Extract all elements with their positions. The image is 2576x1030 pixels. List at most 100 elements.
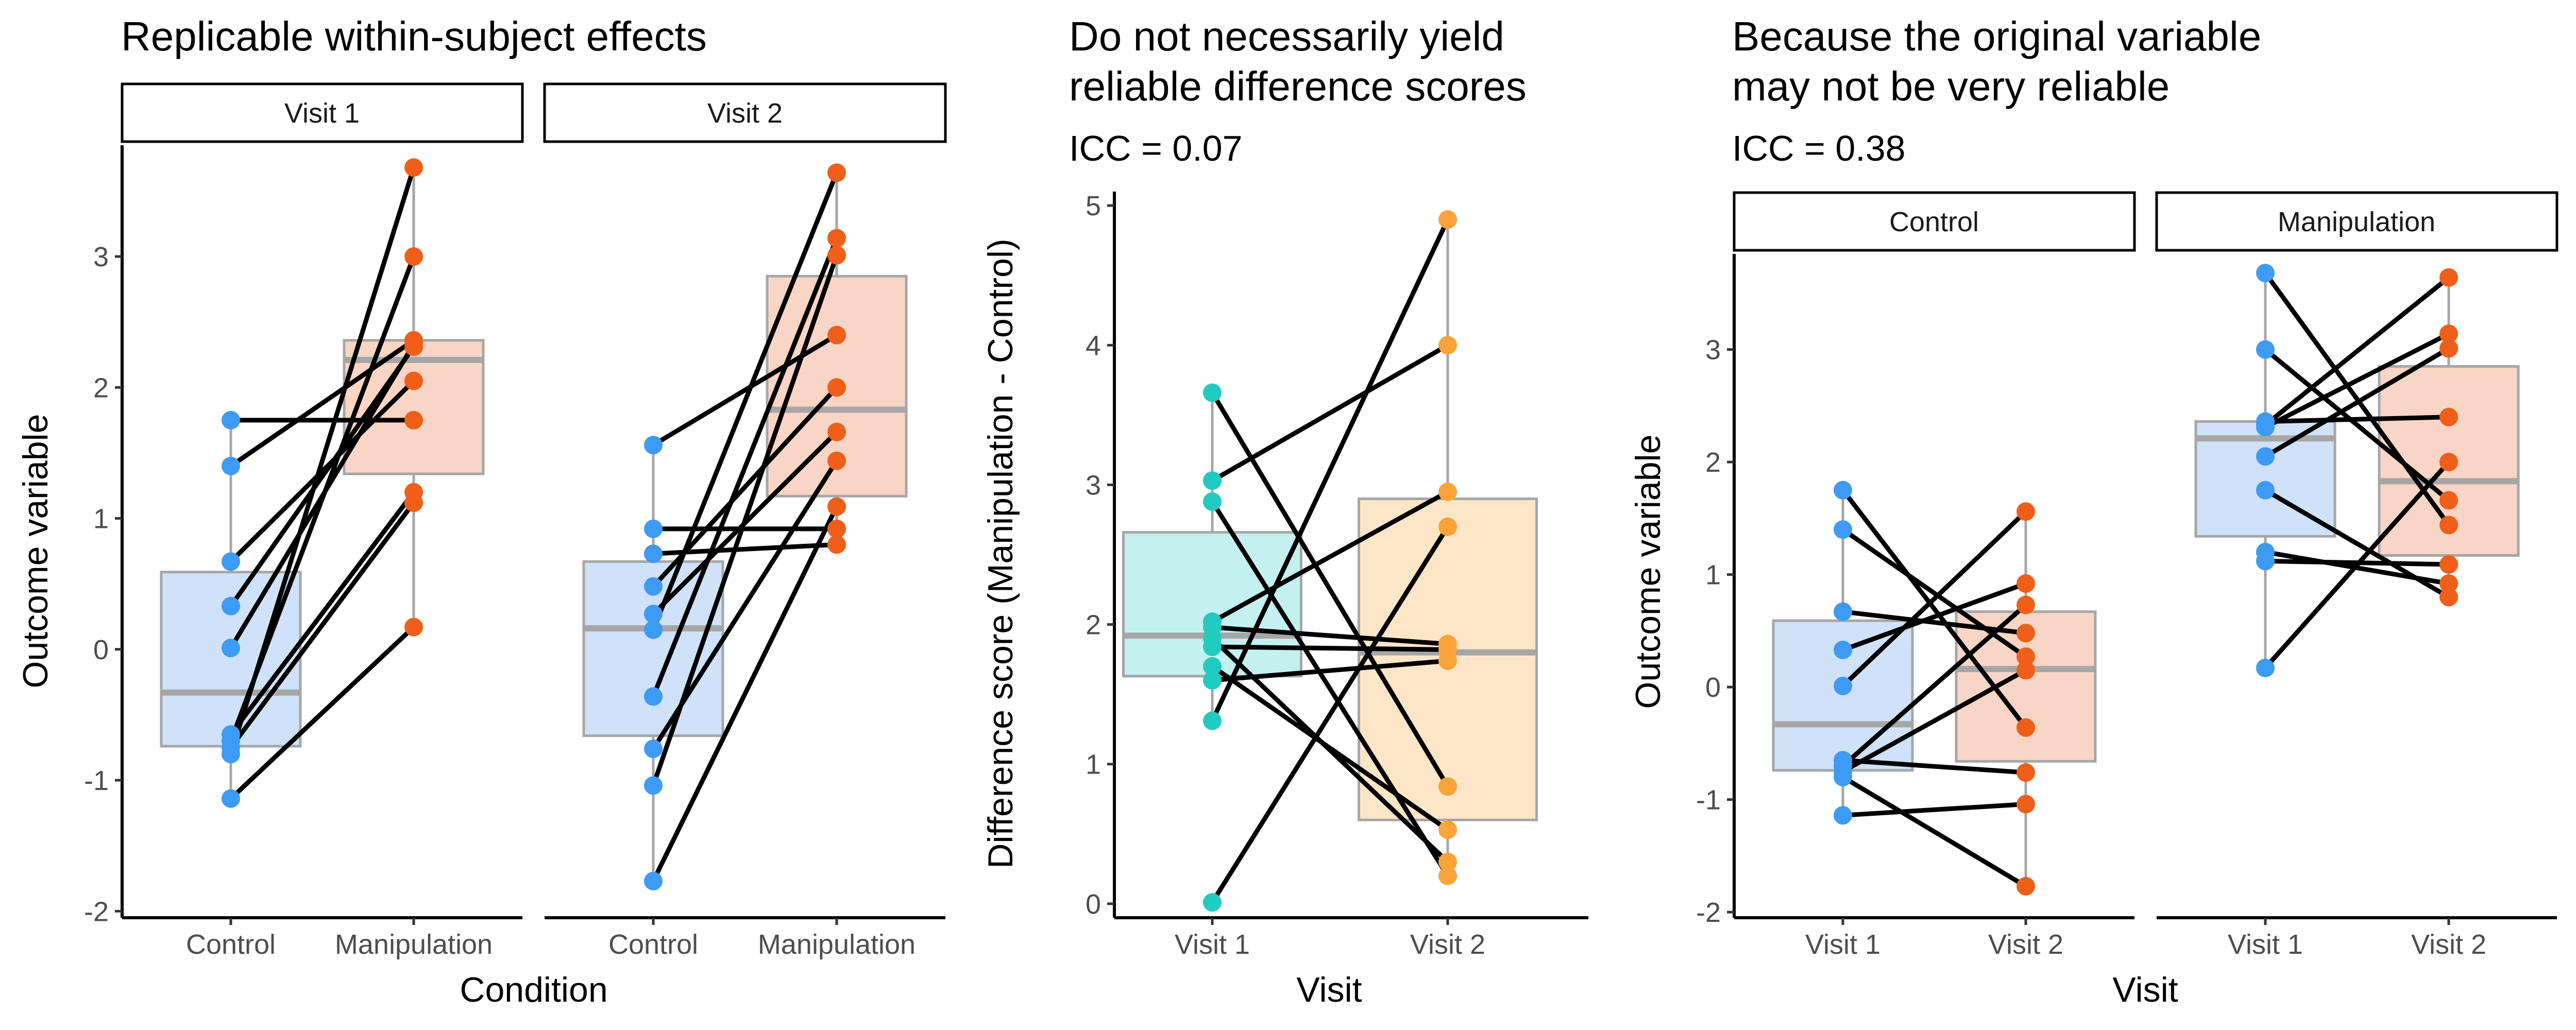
panel-a-visit-2-subject-line: [651, 170, 839, 632]
panel-c-manipulation-visit-1-point: [2256, 480, 2275, 500]
panel-c-manipulation-visit-2-point: [2439, 491, 2458, 510]
panel-b-x-tick-label: Visit 1: [1175, 929, 1250, 960]
panel-c-control-visit-2-point: [2016, 574, 2035, 593]
panel-a-visit-2-subject-line: [651, 542, 839, 556]
panel-c-manipulation-subject-line: [2263, 331, 2451, 430]
strip-label-manipulation: Manipulation: [2278, 207, 2435, 237]
panel-c-control-visit-2-point: [2016, 718, 2035, 737]
panel-a-visit-2-control-point: [644, 776, 663, 795]
panel-c-control-visit-2-point: [2016, 877, 2035, 896]
panel-c-y-tick-label: 3: [1705, 335, 1721, 366]
panel-c-control-visit-2-point: [2016, 763, 2035, 782]
panel-c-manipulation-visit-1-point: [2256, 552, 2275, 571]
panel-a-visit-1-manipulation-point: [404, 158, 423, 177]
panel-b-subject-line: [1210, 644, 1450, 652]
panel-c-manipulation-subject-line: [2263, 415, 2451, 424]
panel-a-visit-1-control-point: [222, 410, 240, 430]
panel-c-control-x-tick-label: Visit 2: [1988, 929, 2063, 960]
panel-c-manipulation-visit-2-point: [2439, 588, 2458, 607]
panel-a-visit-2-control-point: [644, 544, 663, 563]
panel-c-manipulation-subject-line: [2263, 459, 2451, 671]
panel-b-visit-1-box: [1122, 531, 1302, 678]
panel-b-y-tick-label: 5: [1086, 191, 1101, 221]
panel-a-y-tick-label: 1: [93, 504, 109, 535]
panel-c-control-visit-1-point: [1834, 806, 1852, 825]
panel-c-manipulation-subject-line: [2263, 347, 2451, 503]
panel-b-visit-2-point: [1438, 866, 1457, 885]
panel-a-visit-2-manipulation-point: [827, 378, 846, 397]
strip-visit-1: [121, 82, 524, 143]
panel-a-visit-2-control-point: [644, 620, 663, 639]
panel-a-visit-2-control-point: [644, 740, 663, 759]
strip-label-visit-2: Visit 2: [707, 98, 783, 129]
panel-a-visit-1-control-point: [222, 552, 240, 571]
panel-a-plot: -2 -1 0 1 2 3 Control Manipulation Control Manipu…: [84, 145, 945, 960]
panel-b-subject-line: [1210, 489, 1450, 624]
panel-b-y-tick-label: 1: [1086, 749, 1101, 780]
panel-c-manipulation-visit-2-point: [2439, 324, 2458, 344]
panel-c-manipulation-visit-1-point: [2256, 447, 2275, 466]
strip-label-visit-1: Visit 1: [284, 98, 360, 129]
panel-b-visit-1-point: [1203, 492, 1222, 511]
panel-c-manipulation-visit-2-point: [2439, 453, 2458, 472]
panel-a-visit-2-manipulation-point: [827, 535, 846, 554]
panel-a-visit-2-control-point: [644, 577, 663, 596]
panel-c-control-visit-1-point: [1834, 520, 1852, 539]
panel-c-control-visit-2-point: [2016, 795, 2035, 814]
panel-c-control-visit-2-point: [2016, 661, 2035, 680]
panel-a-visit-1-control-point: [222, 456, 240, 475]
panel-c-subtitle: ICC = 0.38: [1732, 128, 1906, 168]
panel-c-plot: -2 -1 0 1 2 3 Visit 1 Visit 2 Visit 1 Visit 2: [1696, 254, 2557, 960]
panel-b-visit-2-point: [1438, 777, 1457, 796]
panel-c-y-axis-title: Outcome variable: [1629, 435, 1668, 709]
panel-b-visit-2-point: [1438, 336, 1457, 355]
panel-c-y-tick-label: 2: [1705, 447, 1721, 478]
panel-a-visit-1-subject-line: [228, 500, 416, 750]
panel-c-manipulation-visit-2-point: [2439, 555, 2458, 574]
panel-c-control-visit-2-point: [2016, 647, 2035, 666]
panel-b-visit-2-point: [1438, 651, 1457, 671]
panel-c-manipulation-visit-1-point: [2256, 658, 2275, 677]
panel-c-manipulation-visit-2-point: [2439, 516, 2458, 535]
panel-b-visit-1-point: [1203, 637, 1222, 656]
panel-c-control-visit-2-point: [2016, 502, 2035, 521]
panel-a-visit-2-manipulation-point: [827, 325, 846, 345]
panel-b-subtitle: ICC = 0.07: [1069, 128, 1243, 168]
panel-b-visit-1-point: [1203, 657, 1222, 676]
panel-a-visit-2-x-tick-label: Manipulation: [758, 929, 916, 960]
panel-c-control-subject-line: [1840, 801, 2028, 818]
panel-b-y-tick-label: 3: [1086, 470, 1101, 501]
panel-a-visit-1-subject-line: [228, 379, 416, 564]
panel-a-visit-1-manipulation-point: [404, 617, 423, 637]
panel-c-y-tick-label: 0: [1705, 672, 1721, 703]
panel-a-visit-1-manipulation-point: [404, 410, 423, 430]
panel-b-visit-2-point: [1438, 820, 1457, 839]
panel-c-control-visit-2-point: [2016, 595, 2035, 614]
panel-b-visit-2-point: [1438, 517, 1457, 536]
panel-c-x-axis-title: Visit: [2112, 970, 2178, 1009]
panel-a-visit-2-manipulation-point: [827, 163, 846, 182]
panel-a-visit-1-subject-line: [228, 345, 416, 609]
panel-b-x-tick-label: Visit 2: [1410, 929, 1485, 960]
panel-a-y-tick-label: 3: [93, 242, 109, 272]
panel-a-visit-2-subject-line: [651, 333, 839, 448]
panel-c-title-line2: may not be very reliable: [1732, 63, 2170, 109]
panel-c-y-tick-label: -2: [1696, 897, 1721, 928]
panel-b-visit-2-point: [1438, 210, 1457, 229]
panel-b-visit-1-point: [1203, 671, 1222, 690]
panel-c-control-subject-line: [1840, 667, 2028, 774]
panel-a-visit-2-control-point: [644, 436, 663, 455]
strip-label-control: Control: [1889, 207, 1979, 237]
panel-a-visit-2-control-point: [644, 605, 663, 624]
panel-b-subject-line: [1210, 658, 1450, 683]
panel-c-control-subject-line: [1840, 758, 2028, 775]
panel-c-control-visit-1-point: [1834, 641, 1852, 660]
panel-c-control-x-tick-label: Visit 1: [1805, 929, 1880, 960]
panel-a-y-axis-title: Outcome variable: [16, 414, 55, 689]
panel-b-plot: 0 1 2 3 4 5 Visit 1 Visit 2: [1086, 191, 1588, 960]
panel-b-visit-2-point: [1438, 482, 1457, 501]
panel-a-visit-2-control-point: [644, 687, 663, 706]
panel-a-visit-1-subject-line: [228, 165, 416, 757]
panel-c-manipulation-visit-2-point: [2439, 407, 2458, 426]
